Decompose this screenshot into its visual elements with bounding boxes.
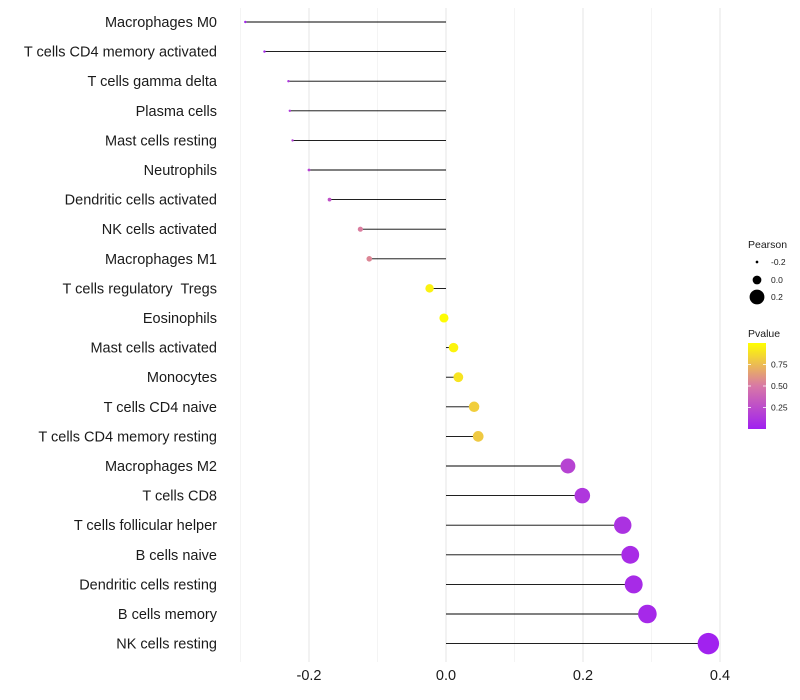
category-label: Macrophages M2 xyxy=(105,459,217,475)
lollipop-point xyxy=(357,226,363,232)
category-label: Dendritic cells resting xyxy=(79,577,217,593)
lollipop-point xyxy=(288,109,292,113)
legend-size-title: Pearson xyxy=(748,239,787,251)
grid-lines xyxy=(240,8,721,662)
size-legend-dot xyxy=(749,289,765,305)
category-label: T cells CD8 xyxy=(142,489,217,505)
lollipop-stems xyxy=(245,21,709,645)
x-tick-label: 0.4 xyxy=(710,668,730,684)
lollipop-point xyxy=(453,372,464,383)
size-legend-items: -0.2 0.0 0.2 xyxy=(749,257,786,305)
category-label: T cells CD4 memory resting xyxy=(38,429,217,445)
lollipop-point xyxy=(560,458,576,474)
lollipop-point xyxy=(448,342,459,353)
lollipop-point xyxy=(307,168,311,172)
category-label: T cells gamma delta xyxy=(88,74,218,90)
lollipop-point xyxy=(697,632,720,655)
lollipop-point xyxy=(638,604,657,624)
colorbar-tick-labels: 0.75 0.50 0.25 xyxy=(748,360,788,413)
legend-color-title: Pvalue xyxy=(748,328,780,340)
lollipop-point xyxy=(624,575,643,594)
category-label: Monocytes xyxy=(147,370,217,386)
lollipop-point xyxy=(614,516,632,534)
x-tick-label: -0.2 xyxy=(297,668,322,684)
category-label: Mast cells resting xyxy=(105,133,217,149)
colorbar-tick-label: 0.50 xyxy=(771,381,788,391)
category-label: NK cells activated xyxy=(102,222,217,238)
pvalue-colorbar xyxy=(748,343,766,429)
category-label: T cells regulatory Tregs xyxy=(63,281,217,297)
category-label: T cells CD4 naive xyxy=(104,400,217,416)
lollipop-point xyxy=(291,139,294,142)
category-labels: Macrophages M0 T cells CD4 memory activat… xyxy=(24,15,218,653)
size-legend-label: 0.0 xyxy=(771,275,783,285)
lollipop-point xyxy=(574,487,591,504)
lollipop-point xyxy=(287,80,290,83)
category-label: T cells follicular helper xyxy=(74,518,217,534)
lollipop-point xyxy=(439,313,449,323)
size-legend-label: 0.2 xyxy=(771,292,783,302)
colorbar-tick-label: 0.75 xyxy=(771,360,788,370)
lollipop-point xyxy=(327,197,332,202)
colorbar-tick-label: 0.25 xyxy=(771,403,788,413)
category-label: Macrophages M0 xyxy=(105,15,217,31)
lollipop-point xyxy=(263,50,266,53)
category-label: T cells CD4 memory activated xyxy=(24,45,217,61)
category-label: NK cells resting xyxy=(116,637,217,653)
legend: Pearson -0.2 0.0 0.2 Pvalue 0.75 0.50 0.25 xyxy=(748,239,788,429)
category-label: Neutrophils xyxy=(144,163,217,179)
lollipop-point xyxy=(468,401,480,413)
category-label: B cells memory xyxy=(118,607,218,623)
category-label: Dendritic cells activated xyxy=(65,193,217,209)
lollipop-point xyxy=(366,255,373,262)
category-label: Macrophages M1 xyxy=(105,252,217,268)
size-legend-dot xyxy=(752,275,762,285)
lollipop-point xyxy=(244,20,247,24)
x-axis-tick-labels: -0.2 0.0 0.2 0.4 xyxy=(297,668,731,684)
size-legend-dot xyxy=(755,260,759,264)
x-tick-label: 0.2 xyxy=(573,668,593,684)
size-legend-label: -0.2 xyxy=(771,257,786,267)
lollipop-point xyxy=(621,545,640,564)
lollipop-point xyxy=(425,284,434,293)
category-label: Plasma cells xyxy=(136,104,217,120)
x-tick-label: 0.0 xyxy=(436,668,456,684)
category-label: B cells naive xyxy=(136,548,217,564)
category-label: Eosinophils xyxy=(143,311,217,327)
lollipop-points xyxy=(244,20,720,655)
category-label: Mast cells activated xyxy=(90,341,217,357)
lollipop-point xyxy=(472,431,484,442)
